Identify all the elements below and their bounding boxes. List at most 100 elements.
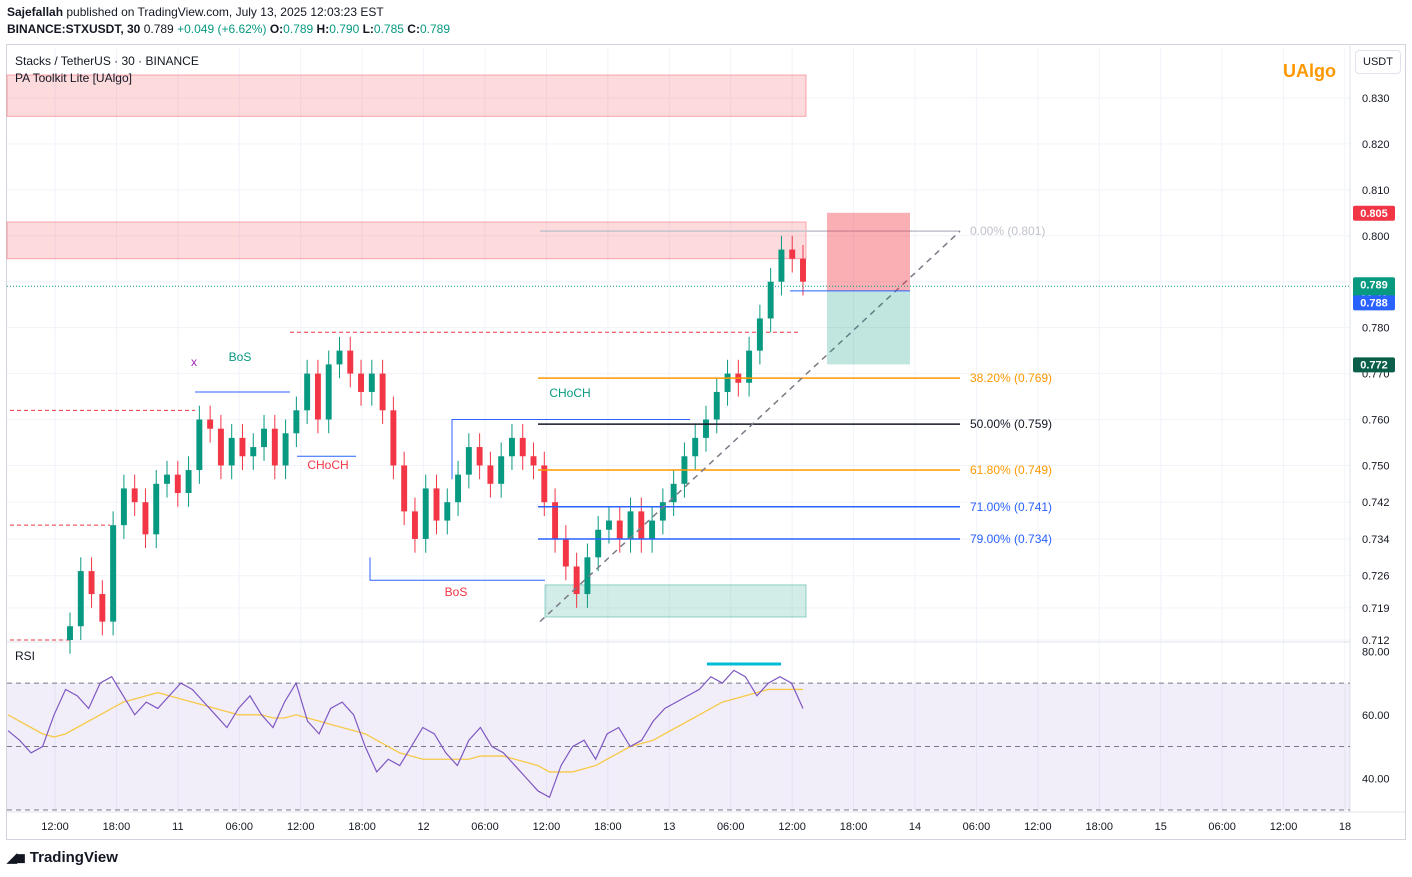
currency-button[interactable]: USDT [1355, 50, 1401, 74]
x-tick-label: 12 [417, 821, 429, 833]
candle-body [142, 502, 149, 535]
structure-label: BoS [229, 350, 252, 364]
rsi-tick-label: 60.00 [1362, 710, 1390, 722]
fib-level-label: 0.00% (0.801) [970, 224, 1045, 238]
rsi-ma-line [7, 688, 803, 773]
price-label-text: 0.789 [1360, 279, 1388, 291]
fib-trend-line [539, 230, 961, 623]
candle-body [649, 520, 656, 539]
candle-body [713, 391, 720, 420]
candle-body [444, 502, 451, 521]
x-tick-label: 11 [172, 821, 183, 833]
x-tick-label: 12:00 [287, 821, 315, 833]
y-tick-label: 0.810 [1362, 185, 1390, 197]
candle-body [508, 437, 515, 457]
candle-body [552, 502, 559, 539]
candle-body [670, 483, 677, 503]
close-value: 0.789 [419, 22, 450, 36]
candle-body [659, 502, 666, 521]
bos-line [369, 557, 545, 581]
x-tick-label: 15 [1155, 821, 1167, 833]
zone-supply [6, 221, 807, 260]
y-tick-label: 0.742 [1362, 497, 1390, 509]
candle-body [584, 557, 591, 595]
chart-title[interactable]: Stacks / TetherUS · 30 · BINANCE [15, 54, 199, 68]
fib-level-label: 79.00% (0.734) [970, 532, 1052, 546]
candle-body [110, 525, 117, 622]
candle-body [250, 447, 257, 457]
x-tick-label: 12:00 [533, 821, 561, 833]
x-tick-label: 18:00 [348, 821, 376, 833]
candle-body [541, 465, 548, 503]
candle-body [422, 488, 429, 539]
candle-body [746, 350, 753, 383]
price-label-text: 0.788 [1360, 297, 1388, 309]
choch-line [451, 419, 690, 480]
candle-body [455, 474, 462, 503]
candle-body [304, 373, 311, 411]
candle-body [692, 437, 699, 457]
x-tick-label: 06:00 [963, 821, 991, 833]
x-tick-label: 18:00 [594, 821, 622, 833]
candle-body [401, 465, 408, 512]
candle-body [800, 258, 806, 282]
structure-label: x [191, 355, 197, 369]
x-tick-label: 18:00 [840, 821, 868, 833]
publish-info: Sajefallah published on TradingView.com,… [7, 5, 384, 19]
candle-body [487, 465, 494, 484]
y-tick-label: 0.830 [1362, 93, 1390, 105]
x-tick-label: 06:00 [226, 821, 254, 833]
candle-body [638, 511, 645, 539]
open-label: O: [269, 22, 284, 36]
candle-body [498, 456, 505, 484]
y-tick-label: 0.712 [1362, 635, 1390, 647]
tradingview-logo[interactable]: ◢◼ TradingView [7, 849, 118, 866]
rsi-legend[interactable]: RSI [15, 649, 36, 663]
structure-label: CHoCH [307, 458, 348, 472]
chart-frame [6, 44, 1406, 840]
fib-level-label: 61.80% (0.749) [970, 463, 1052, 477]
candle-body [703, 419, 709, 438]
candle-body [314, 373, 321, 420]
indicator-legend[interactable]: PA Toolkit Lite [UAlgo] [15, 71, 132, 85]
structure-label: BoS [445, 585, 468, 599]
x-tick-label: 18:00 [1086, 821, 1114, 833]
price-label-text: 0.772 [1360, 359, 1388, 371]
zone-supply [6, 74, 807, 117]
zone-demand [544, 584, 807, 618]
x-tick-label: 18 [1339, 821, 1351, 833]
candle-body [336, 350, 343, 365]
x-tick-label: 14 [909, 821, 921, 833]
y-tick-label: 0.734 [1362, 534, 1390, 546]
target-zone [827, 290, 910, 365]
low-label: L: [362, 22, 374, 36]
tradingview-logo-icon: ◢◼ [7, 849, 26, 865]
publish-date: published on TradingView.com, July 13, 2… [66, 5, 384, 19]
candle-body [325, 364, 332, 420]
author-name[interactable]: Sajefallah [7, 5, 64, 19]
candle-body [368, 373, 375, 392]
stop-zone [827, 212, 910, 291]
brand-watermark: UAlgo [1283, 61, 1336, 81]
price-label-tag [1353, 205, 1395, 221]
candle-body [756, 318, 763, 351]
candle-body [411, 511, 418, 539]
candle-body [239, 437, 246, 457]
candle-body [77, 571, 84, 627]
price-label-text: 0.805 [1360, 208, 1388, 220]
candle-body [390, 410, 397, 466]
candle-body [767, 281, 774, 319]
x-tick-label: 12:00 [41, 821, 69, 833]
x-tick-label: 06:00 [1208, 821, 1236, 833]
price-label-tag [1353, 295, 1395, 311]
high-label: H: [316, 22, 330, 36]
candle-body [261, 428, 267, 448]
candle-body [379, 373, 386, 411]
open-value: 0.789 [283, 22, 314, 36]
ohlc-row: BINANCE:STXUSDT, 30 0.789 +0.049 (+6.62%… [7, 22, 450, 36]
fib-level-label: 50.00% (0.759) [970, 417, 1052, 431]
candle-body [778, 249, 785, 282]
x-tick-label: 13 [663, 821, 675, 833]
y-tick-label: 0.750 [1362, 460, 1390, 472]
